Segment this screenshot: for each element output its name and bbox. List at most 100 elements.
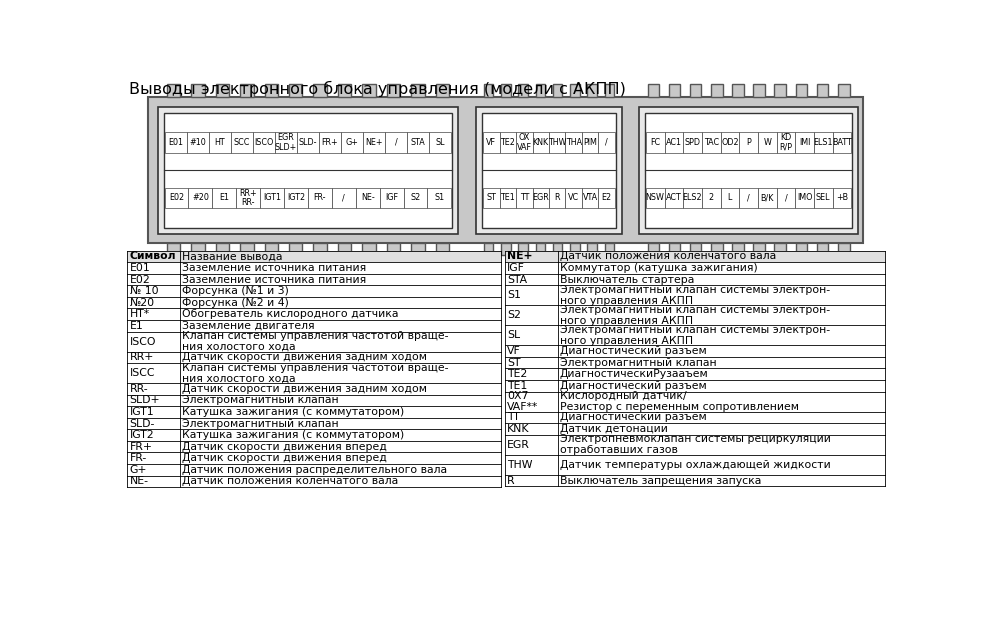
Bar xyxy=(701,188,720,208)
Text: NE-: NE- xyxy=(129,476,149,486)
Bar xyxy=(775,243,786,255)
Bar xyxy=(319,133,341,153)
Bar xyxy=(364,133,385,153)
Bar xyxy=(720,133,739,153)
Bar xyxy=(240,85,254,96)
Text: E1: E1 xyxy=(129,321,143,331)
Text: IGT1: IGT1 xyxy=(263,193,282,202)
Bar xyxy=(127,297,501,309)
Text: BATT: BATT xyxy=(832,138,852,147)
Bar xyxy=(519,85,528,96)
Text: Датчик скорости движения задним ходом: Датчик скорости движения задним ходом xyxy=(183,352,428,362)
Bar xyxy=(236,188,260,208)
Text: S1: S1 xyxy=(435,193,445,202)
Text: TT: TT xyxy=(520,193,529,202)
Text: +B: +B xyxy=(836,193,848,202)
Text: Электромагнитный клапан системы электрон-
ного управления АКПП: Электромагнитный клапан системы электрон… xyxy=(560,285,830,306)
Bar xyxy=(665,188,683,208)
Text: ST: ST xyxy=(507,357,521,367)
Bar xyxy=(265,85,278,96)
Bar xyxy=(379,188,403,208)
Text: Диагностический разъем: Диагностический разъем xyxy=(560,346,706,356)
Bar xyxy=(285,188,308,208)
Text: PIM: PIM xyxy=(583,138,597,147)
Bar xyxy=(165,133,187,153)
Text: ST: ST xyxy=(486,193,496,202)
Text: Датчик положения распределительного вала: Датчик положения распределительного вала xyxy=(183,464,448,475)
Bar xyxy=(127,320,501,332)
Bar xyxy=(646,188,665,208)
Bar xyxy=(739,133,758,153)
Text: Символ: Символ xyxy=(129,252,176,262)
Text: ДиагностическиРузааъем: ДиагностическиРузааъем xyxy=(560,369,708,379)
Text: Название вывода: Название вывода xyxy=(183,252,283,262)
Bar xyxy=(297,133,319,153)
Bar xyxy=(127,309,501,320)
Bar xyxy=(127,274,501,285)
Text: RR+: RR+ xyxy=(129,352,154,362)
Bar xyxy=(753,243,765,255)
Bar xyxy=(127,332,501,352)
Bar xyxy=(501,243,511,255)
Text: NE-: NE- xyxy=(361,193,374,202)
Text: E02: E02 xyxy=(169,193,184,202)
Bar xyxy=(505,434,885,454)
Bar xyxy=(411,243,425,255)
Text: Электромагнитный клапан системы электрон-
ного управления АКПП: Электромагнитный клапан системы электрон… xyxy=(560,305,830,326)
Bar xyxy=(476,106,621,233)
Text: KNK: KNK xyxy=(533,138,548,147)
Text: Электропневмоклапан системы рециркуляции
отработавших газов: Электропневмоклапан системы рециркуляции… xyxy=(560,434,831,455)
Bar xyxy=(505,475,885,486)
Bar xyxy=(795,133,814,153)
Text: Электромагнитный клапан системы электрон-
ного управления АКПП: Электромагнитный клапан системы электрон… xyxy=(560,325,830,346)
Text: IGT2: IGT2 xyxy=(129,430,154,440)
Bar xyxy=(701,133,720,153)
Text: Датчик скорости движения вперед: Датчик скорости движения вперед xyxy=(183,441,387,452)
Bar xyxy=(814,133,833,153)
Bar xyxy=(265,243,278,255)
Bar xyxy=(535,243,545,255)
Text: OD2: OD2 xyxy=(721,138,739,147)
Text: VTA: VTA xyxy=(583,193,598,202)
Text: Выключатель запрещения запуска: Выключатель запрещения запуска xyxy=(560,476,761,486)
Bar xyxy=(565,133,582,153)
Bar xyxy=(501,85,511,96)
Bar xyxy=(505,305,885,326)
Text: № 10: № 10 xyxy=(129,286,158,296)
Text: IGF: IGF xyxy=(507,263,525,273)
Bar xyxy=(605,85,615,96)
Text: FR-: FR- xyxy=(313,193,326,202)
Bar xyxy=(127,352,501,363)
Text: NE+: NE+ xyxy=(366,138,383,147)
Text: STA: STA xyxy=(411,138,426,147)
Text: P: P xyxy=(746,138,751,147)
Text: HT: HT xyxy=(214,138,225,147)
Text: STA: STA xyxy=(507,275,528,285)
Bar xyxy=(484,85,493,96)
Text: Выводы электронного блока управления (модели с АКПП): Выводы электронного блока управления (мо… xyxy=(128,81,625,96)
Text: OX
VAF: OX VAF xyxy=(517,133,532,152)
Text: Диагностический разъем: Диагностический разъем xyxy=(560,413,706,423)
Bar xyxy=(639,106,859,233)
Bar xyxy=(505,346,885,357)
Bar xyxy=(208,133,231,153)
Bar xyxy=(500,188,516,208)
Bar xyxy=(599,133,615,153)
Text: Катушка зажигания (с коммутатором): Катушка зажигания (с коммутатором) xyxy=(183,407,405,417)
Text: /: / xyxy=(395,138,397,147)
Text: /: / xyxy=(343,193,345,202)
Text: ISCC: ISCC xyxy=(129,368,155,378)
Bar xyxy=(565,188,582,208)
Bar xyxy=(127,250,501,262)
Bar xyxy=(838,243,850,255)
Bar xyxy=(158,106,458,233)
Text: SLD-: SLD- xyxy=(298,138,317,147)
Bar xyxy=(758,188,777,208)
Text: Клапан системы управления частотой враще-
ния холостого хода: Клапан системы управления частотой враще… xyxy=(183,331,449,352)
Bar xyxy=(645,113,852,228)
Bar xyxy=(814,188,833,208)
Text: EGR: EGR xyxy=(533,193,549,202)
Bar xyxy=(817,243,828,255)
Bar xyxy=(519,243,528,255)
Bar xyxy=(833,188,852,208)
